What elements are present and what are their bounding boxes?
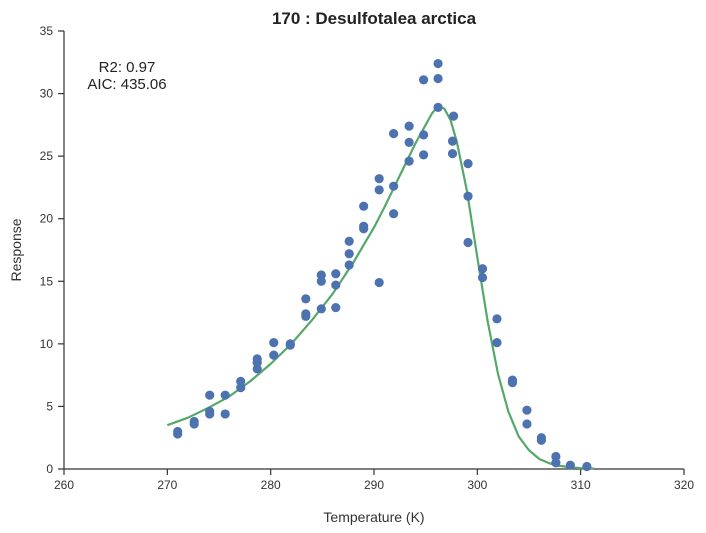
data-point bbox=[331, 269, 341, 279]
data-point bbox=[477, 272, 488, 283]
data-point bbox=[269, 338, 279, 348]
x-tick-label: 260 bbox=[54, 478, 74, 492]
data-point bbox=[536, 435, 547, 445]
data-point bbox=[433, 58, 443, 69]
axes: 260 270 280 290 300 310 320 0 5 10 15 20 25 30 35 bbox=[40, 24, 695, 492]
x-tick-label: 310 bbox=[571, 478, 591, 492]
data-point bbox=[285, 340, 295, 350]
data-point bbox=[448, 111, 459, 121]
data-point bbox=[374, 174, 384, 184]
data-point bbox=[389, 209, 399, 219]
data-point bbox=[374, 277, 384, 288]
x-tick-label: 290 bbox=[364, 478, 384, 492]
x-axis-label: Temperature (K) bbox=[323, 509, 424, 525]
aic-annotation: AIC: 435.06 bbox=[87, 76, 166, 93]
y-tick-label: 35 bbox=[40, 24, 54, 38]
data-point bbox=[331, 302, 341, 313]
y-tick-label: 0 bbox=[46, 462, 53, 476]
data-point bbox=[220, 409, 230, 419]
data-point bbox=[507, 378, 518, 388]
data-point bbox=[236, 383, 246, 393]
data-point bbox=[447, 149, 458, 159]
y-tick-label: 10 bbox=[40, 337, 54, 351]
data-point bbox=[389, 181, 399, 191]
x-tick-label: 270 bbox=[157, 478, 177, 492]
y-tick-label: 5 bbox=[46, 399, 53, 413]
data-point bbox=[419, 75, 429, 85]
data-point bbox=[344, 236, 354, 246]
data-point bbox=[447, 136, 458, 146]
data-point bbox=[551, 458, 561, 468]
points-layer bbox=[173, 58, 592, 472]
data-point bbox=[463, 191, 473, 201]
data-point bbox=[582, 461, 592, 472]
fit-curve bbox=[166, 104, 595, 470]
data-point bbox=[492, 338, 502, 348]
data-point bbox=[477, 264, 488, 274]
data-point bbox=[522, 405, 532, 415]
data-point bbox=[404, 121, 414, 131]
data-point bbox=[316, 304, 326, 314]
data-point bbox=[565, 460, 575, 470]
data-point bbox=[404, 156, 414, 166]
r2-annotation: R2: 0.97 bbox=[99, 59, 156, 76]
data-point bbox=[374, 185, 384, 195]
data-point bbox=[220, 390, 230, 400]
data-point bbox=[189, 419, 199, 429]
y-tick-label: 20 bbox=[40, 212, 54, 226]
data-point bbox=[301, 311, 311, 321]
data-point bbox=[269, 350, 279, 360]
y-tick-label: 15 bbox=[40, 274, 54, 288]
y-tick-label: 25 bbox=[40, 149, 54, 163]
data-point bbox=[463, 237, 473, 248]
chart-title: 170 : Desulfotalea arctica bbox=[272, 9, 477, 28]
data-point bbox=[389, 129, 399, 139]
x-tick-label: 320 bbox=[674, 478, 694, 492]
data-point bbox=[463, 159, 473, 169]
y-axis-label: Response bbox=[8, 218, 24, 281]
data-point bbox=[359, 201, 369, 211]
data-point bbox=[433, 73, 443, 84]
data-point bbox=[344, 260, 354, 270]
data-point bbox=[344, 249, 354, 259]
data-point bbox=[522, 419, 532, 429]
data-point bbox=[419, 150, 429, 160]
data-point bbox=[173, 429, 183, 439]
data-point bbox=[404, 137, 414, 147]
x-tick-label: 300 bbox=[467, 478, 487, 492]
data-point bbox=[252, 364, 262, 374]
data-point bbox=[419, 130, 429, 140]
data-point bbox=[316, 276, 326, 286]
data-point bbox=[331, 280, 341, 290]
data-point bbox=[359, 224, 369, 234]
fit-layer bbox=[166, 104, 595, 470]
data-point bbox=[433, 102, 443, 112]
data-point bbox=[492, 314, 502, 324]
data-point bbox=[205, 390, 215, 400]
data-point bbox=[301, 294, 311, 304]
y-tick-label: 30 bbox=[40, 87, 54, 101]
x-tick-label: 280 bbox=[261, 478, 281, 492]
data-point bbox=[205, 409, 215, 419]
